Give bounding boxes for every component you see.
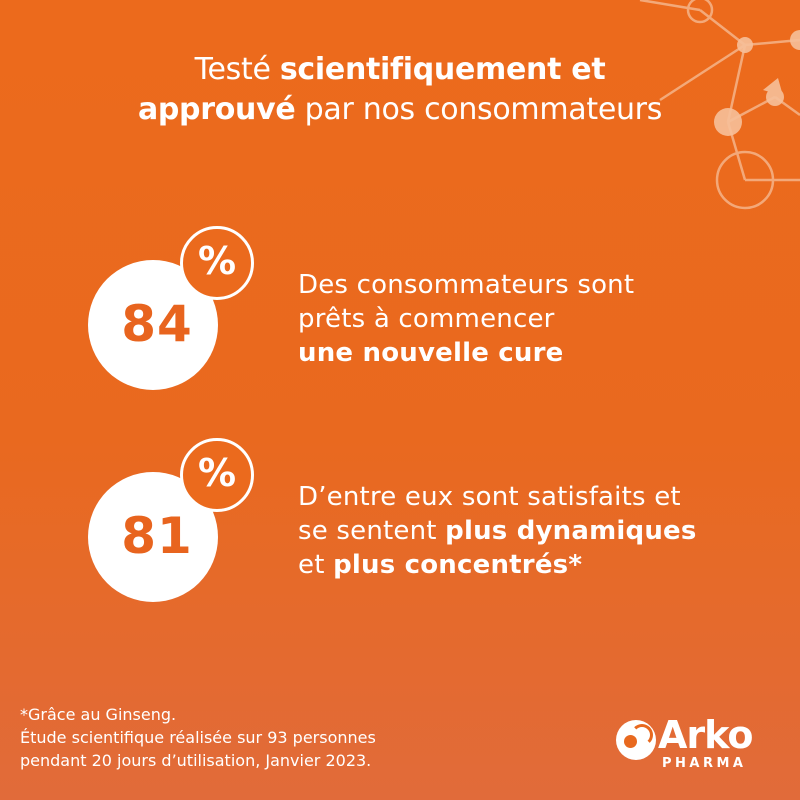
stat-line-3: et plus concentrés* xyxy=(298,548,778,582)
arko-swoosh-icon xyxy=(616,720,656,760)
percent-badge xyxy=(180,226,254,300)
stat-line-2-prefix: se sentent xyxy=(298,516,446,546)
footnote-line-1: *Grâce au Ginseng. xyxy=(20,705,177,724)
stat-block-2: 81 % D’entre eux sont satisfaits et se s… xyxy=(88,438,778,602)
stat-description: Des consommateurs sont prêts à commencer… xyxy=(298,268,778,370)
footnote-line-3: pendant 20 jours d’utilisation, Janvier … xyxy=(20,751,372,770)
stat-line-3-prefix: et xyxy=(298,550,334,580)
stat-block-1: 84 % Des consommateurs sont prêts à comm… xyxy=(88,226,778,390)
footnote-line-2: Étude scientifique réalisée sur 93 perso… xyxy=(20,728,376,747)
headline: Testé scientifiquement et approuvé par n… xyxy=(0,50,800,130)
stat-line-1: D’entre eux sont satisfaits et xyxy=(298,482,681,512)
headline-line-2-suffix: par nos consommateurs xyxy=(295,92,663,127)
percent-sign: % xyxy=(197,239,237,283)
logo-subtitle: PHARMA xyxy=(662,756,747,771)
footnote: *Grâce au Ginseng. Étude scientifique ré… xyxy=(20,703,540,772)
headline-line-2-bold: approuvé xyxy=(137,92,296,127)
stat-line-2: prêts à commencer xyxy=(298,304,555,334)
stat-line-2: se sentent plus dynamiques xyxy=(298,514,778,548)
headline-line-1-bold: scientifiquement et xyxy=(279,52,606,87)
stat-line-3: une nouvelle cure xyxy=(298,338,564,368)
stat-line-3-bold: plus concentrés* xyxy=(333,550,583,580)
headline-line-2: approuvé par nos consommateurs xyxy=(0,90,800,130)
stat-value: 81 xyxy=(121,507,193,565)
stat-line-1: Des consommateurs sont xyxy=(298,270,635,300)
headline-line-1-prefix: Testé xyxy=(194,52,280,87)
percent-sign: % xyxy=(197,451,237,495)
stat-value: 84 xyxy=(121,295,193,353)
stat-description: D’entre eux sont satisfaits et se senten… xyxy=(298,480,778,582)
logo-brand: Arko xyxy=(658,713,754,757)
percent-badge xyxy=(180,438,254,512)
stat-line-2-bold: plus dynamiques xyxy=(445,516,697,546)
arko-pharma-logo: Arko PHARMA xyxy=(616,713,786,774)
headline-line-1: Testé scientifiquement et xyxy=(0,50,800,90)
